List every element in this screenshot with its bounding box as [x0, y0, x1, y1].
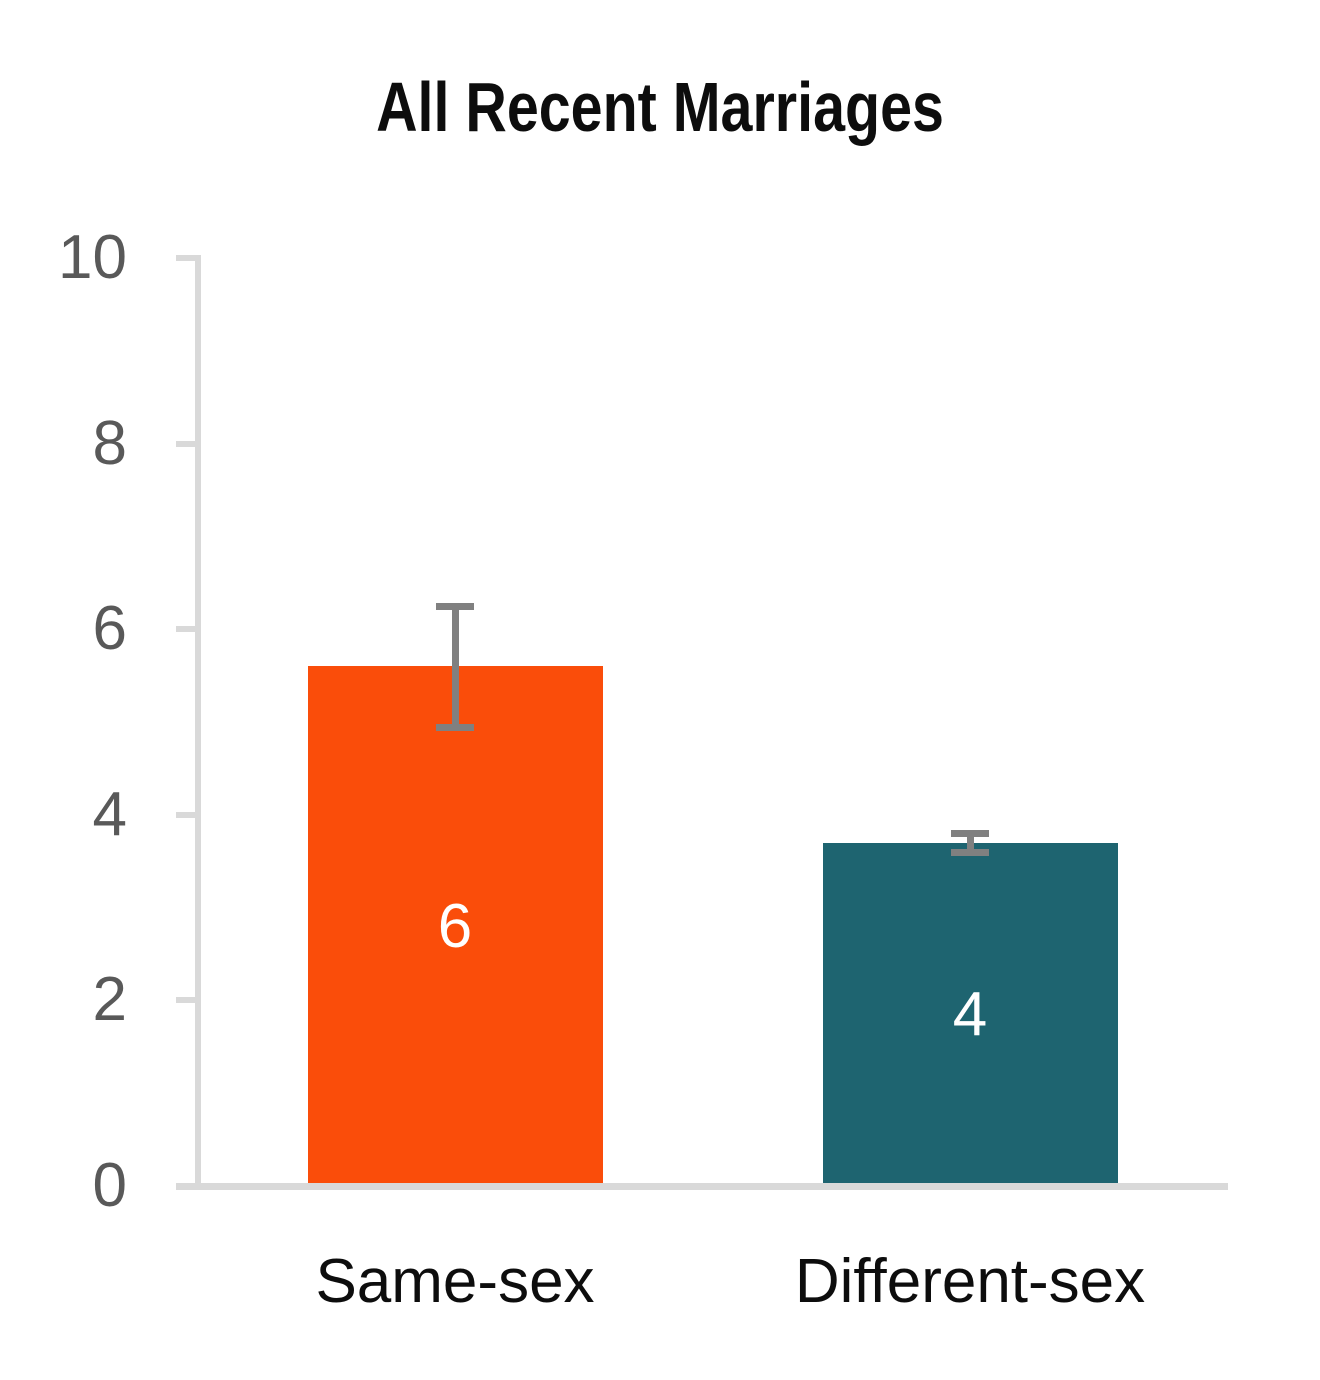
y-axis-tick — [176, 255, 201, 261]
y-axis-tick-label: 2 — [92, 965, 127, 1034]
error-bar-cap — [951, 830, 989, 837]
y-axis-tick — [176, 812, 201, 818]
chart-title: All Recent Marriages — [376, 68, 944, 146]
y-axis-tick-label: 10 — [58, 223, 127, 292]
y-axis-tick-label: 4 — [92, 780, 127, 849]
bar-value-label: 4 — [952, 980, 988, 1049]
y-axis-line — [195, 255, 201, 1183]
x-axis-category-label: Same-sex — [315, 1247, 595, 1316]
y-axis-tick-label: 6 — [92, 594, 127, 663]
y-axis-tick-label: 8 — [92, 409, 127, 478]
x-axis-line — [176, 1183, 1228, 1190]
error-bar-cap — [951, 849, 989, 856]
y-axis-tick — [176, 626, 201, 632]
error-bar-stem — [966, 833, 974, 852]
error-bar-stem — [451, 606, 459, 727]
y-axis-tick — [176, 441, 201, 447]
error-bar-cap — [436, 724, 474, 731]
y-axis-tick-label: 0 — [92, 1151, 127, 1220]
bar-value-label: 6 — [437, 892, 473, 961]
error-bar-cap — [436, 603, 474, 610]
bar-different-sex — [822, 843, 1118, 1183]
x-axis-category-label: Different-sex — [794, 1247, 1146, 1316]
y-axis-tick — [176, 997, 201, 1003]
bar-same-sex — [307, 666, 603, 1183]
